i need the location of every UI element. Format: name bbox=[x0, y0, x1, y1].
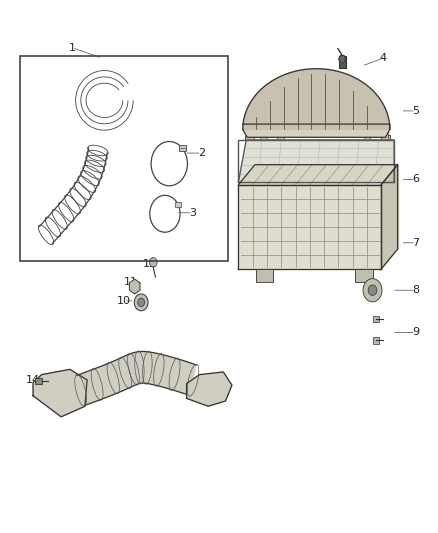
Polygon shape bbox=[130, 279, 140, 294]
Polygon shape bbox=[33, 369, 87, 417]
Circle shape bbox=[149, 257, 157, 267]
Bar bbox=[277, 130, 284, 140]
Text: 1: 1 bbox=[68, 43, 75, 53]
Bar bbox=[372, 337, 378, 343]
Text: 8: 8 bbox=[412, 285, 419, 295]
Bar bbox=[372, 316, 378, 322]
Text: 9: 9 bbox=[412, 327, 419, 337]
Polygon shape bbox=[77, 351, 197, 406]
Polygon shape bbox=[243, 124, 390, 138]
Polygon shape bbox=[339, 55, 346, 63]
Text: 4: 4 bbox=[380, 53, 387, 63]
Bar bbox=[256, 269, 273, 282]
Bar bbox=[339, 55, 346, 68]
Circle shape bbox=[134, 294, 148, 311]
Bar bbox=[260, 130, 267, 140]
Text: 6: 6 bbox=[412, 174, 419, 184]
Bar bbox=[364, 130, 371, 140]
Text: 10: 10 bbox=[117, 296, 131, 306]
Text: 13: 13 bbox=[156, 362, 170, 372]
Text: 2: 2 bbox=[198, 148, 205, 158]
Bar bbox=[238, 140, 394, 182]
Text: 14: 14 bbox=[26, 375, 40, 385]
Bar bbox=[35, 378, 42, 384]
Text: 3: 3 bbox=[190, 208, 197, 217]
Bar bbox=[20, 55, 228, 261]
Polygon shape bbox=[255, 165, 398, 249]
Polygon shape bbox=[243, 69, 390, 130]
Polygon shape bbox=[381, 165, 398, 269]
Polygon shape bbox=[238, 165, 398, 185]
Circle shape bbox=[138, 298, 145, 306]
Bar bbox=[176, 202, 180, 207]
Circle shape bbox=[368, 285, 377, 295]
Polygon shape bbox=[238, 140, 394, 182]
Polygon shape bbox=[238, 185, 381, 269]
Polygon shape bbox=[187, 372, 232, 406]
Text: 7: 7 bbox=[412, 238, 419, 248]
Text: 11: 11 bbox=[124, 277, 138, 287]
Text: 5: 5 bbox=[412, 106, 419, 116]
Circle shape bbox=[363, 279, 382, 302]
Bar bbox=[381, 130, 388, 140]
Text: 12: 12 bbox=[143, 259, 157, 269]
Bar bbox=[381, 135, 390, 142]
Polygon shape bbox=[238, 140, 246, 182]
Bar bbox=[245, 135, 254, 142]
Bar bbox=[355, 269, 372, 282]
Bar bbox=[179, 145, 186, 151]
